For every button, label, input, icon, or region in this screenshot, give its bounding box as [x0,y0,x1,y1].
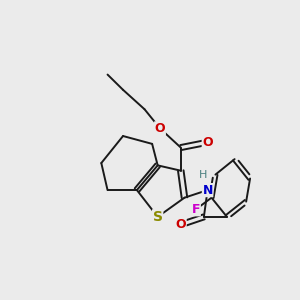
Text: F: F [192,203,200,216]
Text: H: H [199,169,207,180]
Text: O: O [155,122,165,135]
Text: S: S [153,210,163,224]
Text: O: O [202,136,213,149]
Text: O: O [176,218,186,231]
Text: N: N [202,184,213,196]
